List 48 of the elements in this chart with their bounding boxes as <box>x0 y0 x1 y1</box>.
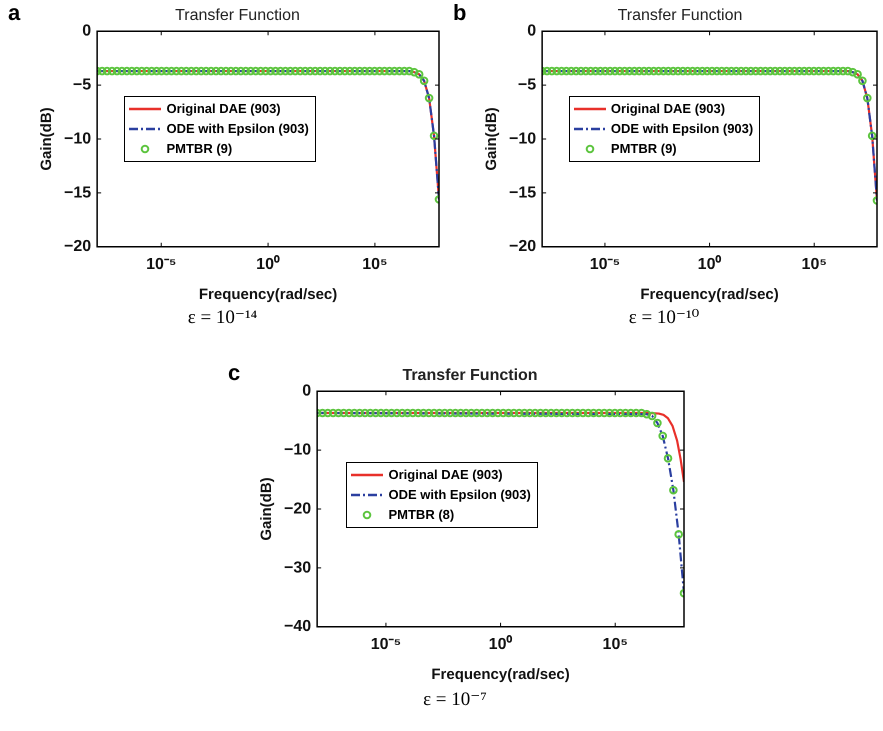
x-tick-label: 10⁰ <box>256 254 280 273</box>
x-tick-label: 10⁵ <box>802 256 827 273</box>
y-tick-label: 0 <box>82 22 92 40</box>
x-tick-label: 10⁻⁵ <box>590 256 620 273</box>
chart-title: Transfer Function <box>618 7 742 24</box>
chart-title: Transfer Function <box>175 7 300 24</box>
y-axis-title: Gain(dB) <box>258 477 276 541</box>
legend-label: ODE with Epsilon (903) <box>610 120 754 138</box>
text: ε = 10⁻⁷ <box>422 688 488 711</box>
text: a <box>8 0 20 26</box>
x-tick-label: 10⁰ <box>488 634 512 653</box>
x-tick-label: 10⁻⁵ <box>146 256 176 273</box>
y-axis-title: Gain(dB) <box>483 107 500 171</box>
legend-label: PMTBR (9) <box>610 140 677 158</box>
text: ε = 10⁻¹⁰ <box>628 306 700 329</box>
y-tick-label: −5 <box>518 76 536 94</box>
y-tick-label: −10 <box>64 130 92 148</box>
x-axis-title: Frequency(rad/sec) <box>198 286 338 304</box>
y-tick-label: −15 <box>64 184 92 202</box>
text: c <box>228 360 240 386</box>
text: ε = 10⁻¹⁴ <box>186 306 258 329</box>
y-tick-label: −20 <box>284 500 312 518</box>
y-tick-label: 0 <box>527 22 536 40</box>
x-tick-label: 10⁵ <box>362 256 388 273</box>
y-tick-label: −15 <box>509 184 536 202</box>
y-tick-label: −20 <box>64 238 92 256</box>
y-axis-title: Gain(dB) <box>38 107 56 171</box>
legend-label: PMTBR (9) <box>166 140 232 158</box>
y-tick-label: 0 <box>302 382 312 400</box>
y-tick-label: −5 <box>72 76 92 94</box>
x-tick-label: 10⁵ <box>602 636 628 653</box>
legend-label: Original DAE (903) <box>388 466 503 484</box>
x-axis-title: Frequency(rad/sec) <box>640 286 779 304</box>
text: b <box>453 0 466 26</box>
chart-title: Transfer Function <box>402 367 538 384</box>
x-tick-label: 10⁰ <box>698 254 722 273</box>
x-tick-label: 10⁻⁵ <box>370 636 402 653</box>
legend-label: ODE with Epsilon (903) <box>388 486 531 504</box>
legend-label: PMTBR (8) <box>388 506 454 524</box>
legend-label: ODE with Epsilon (903) <box>166 120 309 138</box>
y-tick-label: −40 <box>284 618 312 636</box>
y-tick-label: −10 <box>509 130 536 148</box>
y-tick-label: −30 <box>284 559 312 576</box>
y-tick-label: −20 <box>509 238 536 256</box>
legend-label: Original DAE (903) <box>610 100 726 118</box>
x-axis-title: Frequency(rad/sec) <box>431 666 570 684</box>
legend-label: Original DAE (903) <box>166 100 281 118</box>
y-tick-label: −10 <box>284 442 312 459</box>
